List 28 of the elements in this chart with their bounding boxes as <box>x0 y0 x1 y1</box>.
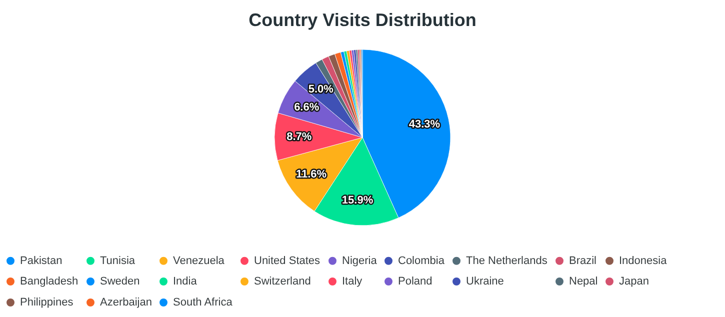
legend-label: The Netherlands <box>466 254 548 267</box>
legend-label: Sweden <box>100 276 140 288</box>
legend-label: Italy <box>342 276 363 288</box>
legend-label: United States <box>254 254 321 267</box>
data-label: 6.6% <box>294 102 320 114</box>
data-label: 11.6% <box>296 168 327 181</box>
data-label: 43.3% <box>408 118 440 130</box>
legend-label: South Africa <box>173 296 234 308</box>
legend-label: Venezuela <box>173 254 226 267</box>
legend-label: Japan <box>619 276 649 288</box>
legend-label: Poland <box>398 276 432 288</box>
legend-label: Brazil <box>569 254 597 267</box>
legend-label: Tunisia <box>100 254 136 267</box>
legend-label: Switzerland <box>254 276 311 288</box>
data-label: 5.0% <box>308 84 334 96</box>
chart-title: Country Visits Distribution <box>248 10 476 30</box>
legend-label: Pakistan <box>20 254 62 267</box>
legend-label: Ukraine <box>466 276 504 288</box>
data-label: 15.9% <box>342 194 374 207</box>
legend-label: Colombia <box>398 254 446 267</box>
legend-label: Bangladesh <box>20 276 78 288</box>
legend-label: Azerbaijan <box>100 296 152 308</box>
legend-label: Philippines <box>20 296 74 308</box>
legend-label: Nepal <box>569 276 598 288</box>
data-label: 8.7% <box>286 130 312 143</box>
legend-label: India <box>173 276 198 288</box>
legend-label: Indonesia <box>619 254 668 267</box>
legend-label: Nigeria <box>342 254 378 267</box>
